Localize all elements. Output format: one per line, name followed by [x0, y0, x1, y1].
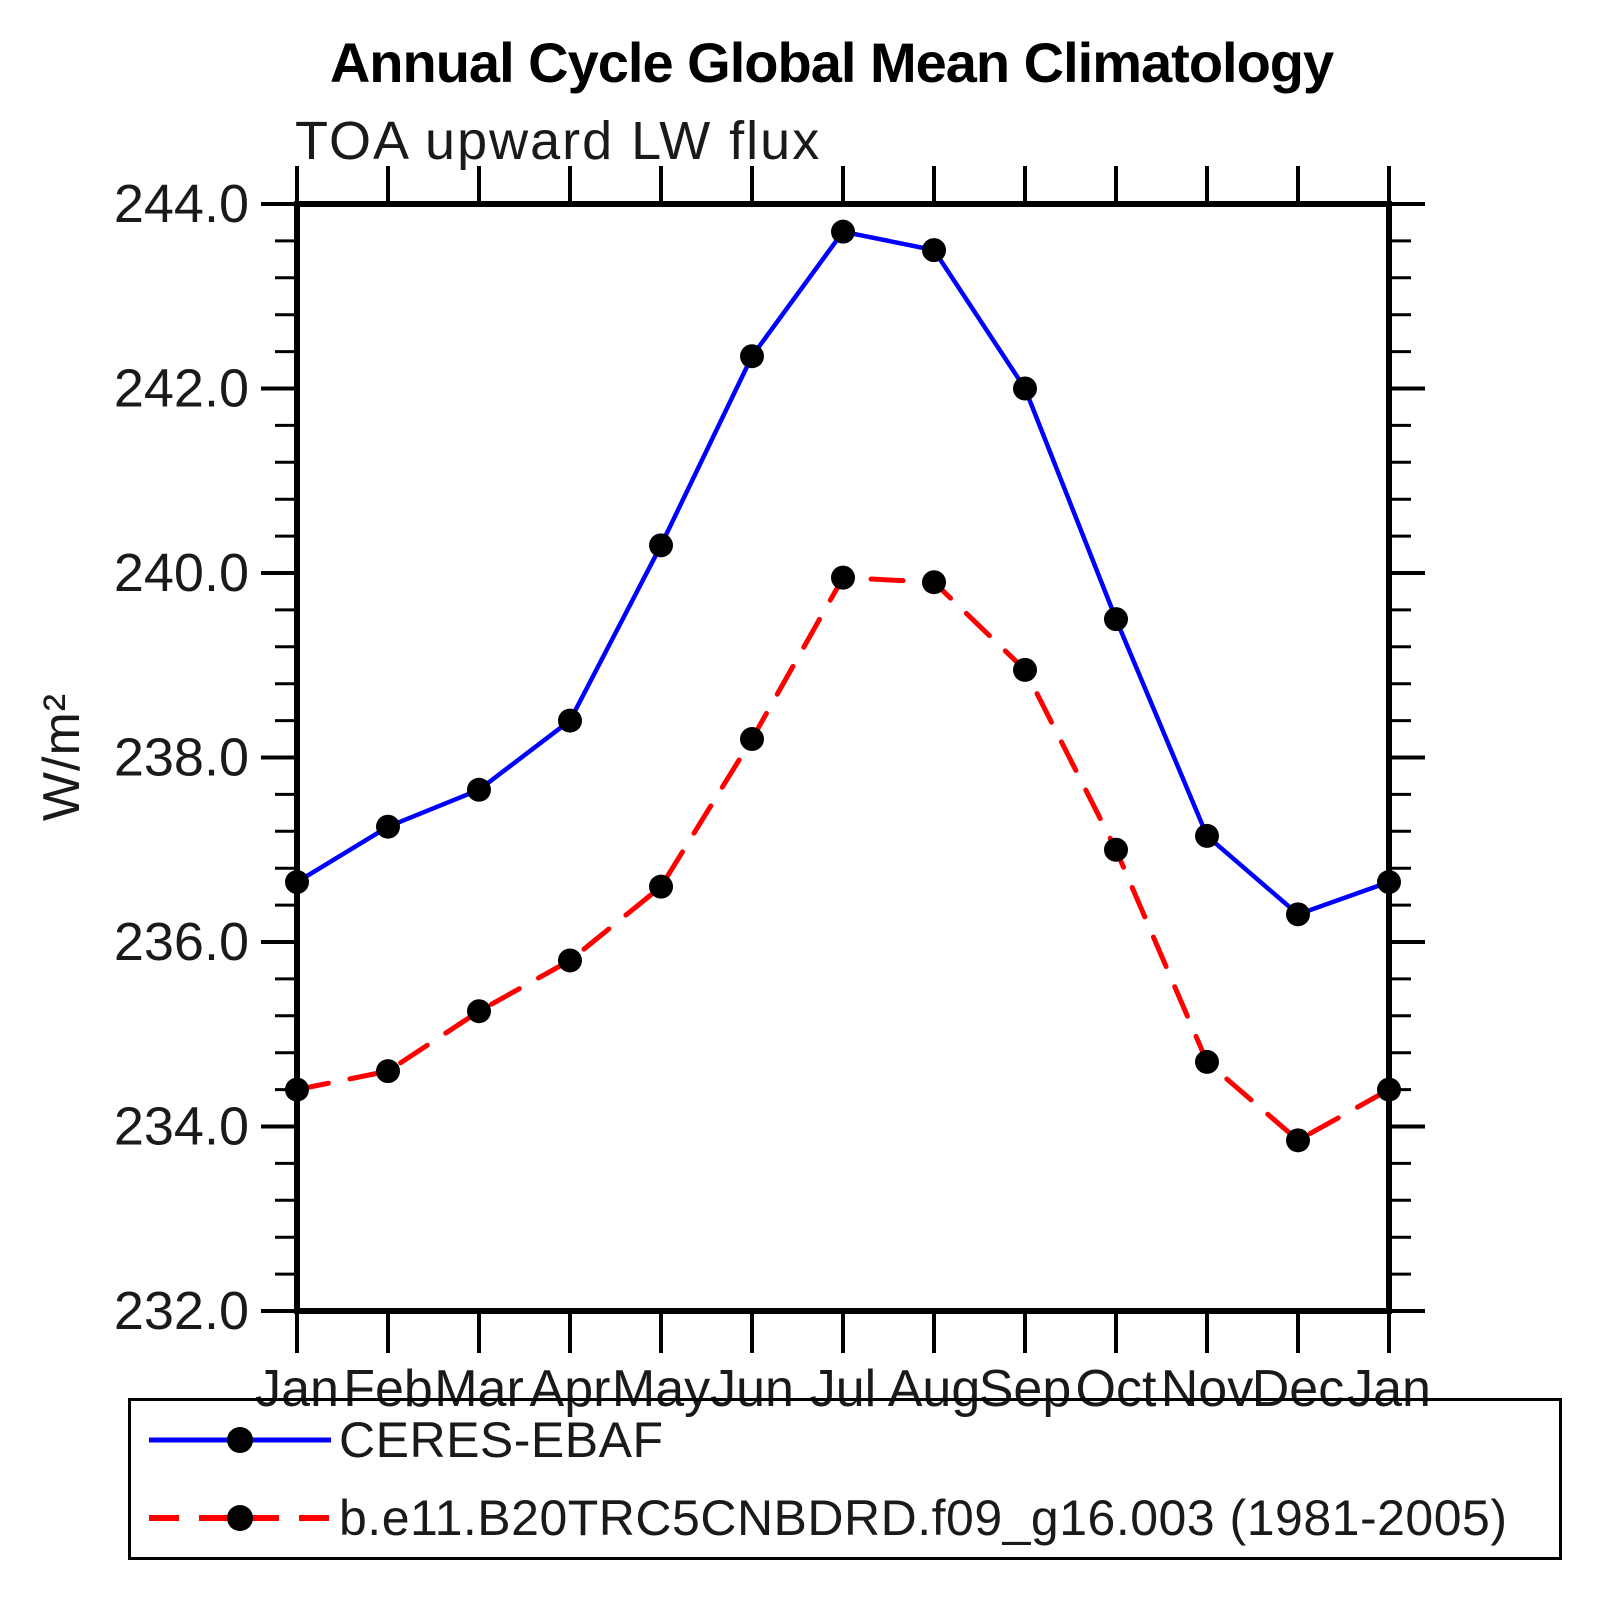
series-0-marker-Apr — [558, 708, 582, 733]
series-0-marker-Sep — [1013, 376, 1037, 401]
legend-box: CERES-EBAF b.e11.B20TRC5CNBDRD.f09_g16.0… — [128, 1398, 1562, 1560]
series-1-marker-Feb — [376, 1059, 400, 1084]
series-0-marker-Jan — [285, 870, 309, 895]
series-0-marker-Aug — [922, 238, 946, 263]
x-tick-label: May — [612, 1360, 710, 1418]
series-0-marker-May — [649, 533, 673, 558]
y-tick-label: 234.0 — [114, 1097, 249, 1157]
series-1-marker-Jul — [831, 565, 855, 590]
y-tick-label: 240.0 — [114, 543, 249, 603]
series-1-marker-Apr — [558, 948, 582, 973]
x-tick-label: Apr — [530, 1360, 611, 1418]
y-tick-label: 242.0 — [114, 359, 249, 419]
series-0-marker-Oct — [1104, 607, 1128, 632]
legend-entry-model: b.e11.B20TRC5CNBDRD.f09_g16.003 (1981-20… — [145, 1483, 1559, 1553]
series-1-marker-Nov — [1195, 1049, 1219, 1074]
x-tick-label: Jan — [1347, 1360, 1431, 1418]
series-1-marker-May — [649, 874, 673, 899]
x-tick-label: Aug — [888, 1360, 981, 1418]
legend-line-sample-solid — [149, 1427, 331, 1453]
legend-line-sample-dashed — [149, 1505, 331, 1531]
y-tick-label: 238.0 — [114, 728, 249, 788]
x-tick-label: Jun — [710, 1360, 794, 1418]
legend-sample-marker — [227, 1505, 253, 1531]
series-0-marker-Mar — [467, 777, 491, 802]
y-tick-label: 244.0 — [114, 174, 249, 234]
series-line-1 — [294, 575, 1392, 1143]
series-1-marker-Sep — [1013, 657, 1037, 682]
legend-sample-marker — [227, 1427, 253, 1453]
y-axis-label: W/m² — [33, 692, 91, 822]
series-1-marker-Jan — [285, 1077, 309, 1102]
y-tick-label: 236.0 — [114, 912, 249, 972]
x-tick-label: Feb — [343, 1360, 433, 1418]
x-tick-label: Nov — [1161, 1360, 1253, 1418]
x-tick-label: Sep — [979, 1360, 1072, 1418]
series-1-marker-Mar — [467, 999, 491, 1024]
legend-label-model: b.e11.B20TRC5CNBDRD.f09_g16.003 (1981-20… — [339, 1490, 1508, 1546]
series-1-marker-Dec — [1286, 1128, 1310, 1153]
series-1-marker-Aug — [922, 570, 946, 595]
chart-title: Annual Cycle Global Mean Climatology — [329, 31, 1334, 94]
series-0-marker-Jul — [831, 219, 855, 244]
series-0-marker-Feb — [376, 814, 400, 839]
series-0-marker-Jan — [1377, 870, 1401, 895]
axis-frame — [294, 201, 1392, 1314]
series-0-marker-Nov — [1195, 823, 1219, 848]
legend-label-ceres: CERES-EBAF — [339, 1412, 664, 1468]
x-tick-label: Jul — [810, 1360, 876, 1418]
series-1-marker-Jun — [740, 727, 764, 752]
series-0-marker-Dec — [1286, 902, 1310, 927]
chart-subtitle: TOA upward LW flux — [295, 111, 822, 171]
series-1-marker-Oct — [1104, 837, 1128, 862]
legend-entry-ceres: CERES-EBAF — [145, 1405, 1559, 1475]
y-tick-label: 232.0 — [114, 1281, 249, 1341]
x-tick-label: Jan — [255, 1360, 339, 1418]
x-tick-label: Dec — [1252, 1360, 1344, 1418]
series-0-marker-Jun — [740, 344, 764, 369]
x-tick-label: Mar — [434, 1360, 524, 1418]
x-tick-label: Oct — [1076, 1360, 1157, 1418]
series-1-marker-Jan — [1377, 1077, 1401, 1102]
